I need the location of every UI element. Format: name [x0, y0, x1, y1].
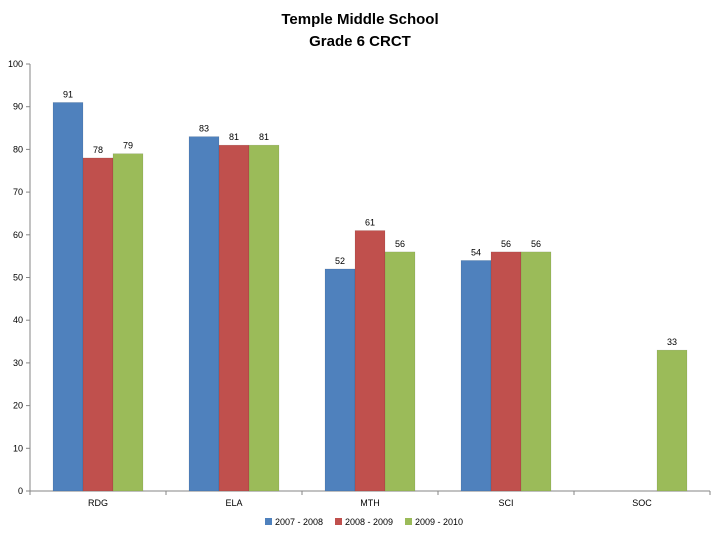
plot-area: 0 10 20 30 40 50 60 70 80 90 100 RDG 91 78 79 ELA 83 81 81… — [8, 59, 711, 508]
legend: 2007 - 2008 2008 - 2009 2009 - 2010 — [265, 517, 463, 527]
legend-label-2: 2008 - 2009 — [345, 517, 393, 527]
data-label: 78 — [93, 145, 103, 155]
data-label: 81 — [229, 132, 239, 142]
x-tick-label-sci: SCI — [498, 498, 513, 508]
bar-soc-3 — [656, 349, 688, 492]
bar-rdg-3 — [112, 153, 144, 492]
legend-swatch-2 — [335, 518, 342, 525]
x-tick-label-ela: ELA — [225, 498, 242, 508]
bar-mth-1 — [324, 268, 356, 492]
legend-swatch-1 — [265, 518, 272, 525]
legend-swatch-3 — [405, 518, 412, 525]
y-tick-label: 80 — [13, 144, 23, 154]
data-label: 81 — [259, 132, 269, 142]
data-label: 61 — [365, 218, 375, 228]
legend-label-1: 2007 - 2008 — [275, 517, 323, 527]
y-tick-label: 60 — [13, 230, 23, 240]
bar-rdg-2 — [82, 157, 114, 492]
data-label: 56 — [501, 239, 511, 249]
bar-ela-2 — [218, 144, 250, 492]
bar-sci-1 — [460, 260, 492, 492]
chart-subtitle: Grade 6 CRCT — [309, 33, 411, 50]
data-label: 83 — [199, 124, 209, 134]
y-tick-label: 30 — [13, 358, 23, 368]
y-tick-label: 70 — [13, 187, 23, 197]
chart-title: Temple Middle School — [281, 11, 438, 28]
data-label: 79 — [123, 141, 133, 151]
y-tick-label: 100 — [8, 59, 23, 69]
bar-sci-3 — [520, 251, 552, 492]
data-label: 54 — [471, 247, 481, 257]
y-tick-label: 50 — [13, 273, 23, 283]
data-label: 91 — [63, 89, 73, 99]
y-tick-label: 20 — [13, 401, 23, 411]
bar-rdg-1 — [52, 102, 84, 492]
x-tick-label-mth: MTH — [360, 498, 380, 508]
y-tick-label: 10 — [13, 443, 23, 453]
data-label: 56 — [395, 239, 405, 249]
x-tick-label-rdg: RDG — [88, 498, 108, 508]
data-label: 33 — [667, 337, 677, 347]
data-label: 56 — [531, 239, 541, 249]
x-tick-label-soc: SOC — [632, 498, 652, 508]
bar-mth-2 — [354, 230, 386, 492]
y-tick-label: 0 — [18, 486, 23, 496]
bar-sci-2 — [490, 251, 522, 492]
y-tick-label: 40 — [13, 315, 23, 325]
y-tick-label: 90 — [13, 102, 23, 112]
legend-label-3: 2009 - 2010 — [415, 517, 463, 527]
bar-ela-1 — [188, 136, 220, 492]
data-label: 52 — [335, 256, 345, 266]
bar-ela-3 — [248, 144, 280, 492]
bar-mth-3 — [384, 251, 416, 492]
